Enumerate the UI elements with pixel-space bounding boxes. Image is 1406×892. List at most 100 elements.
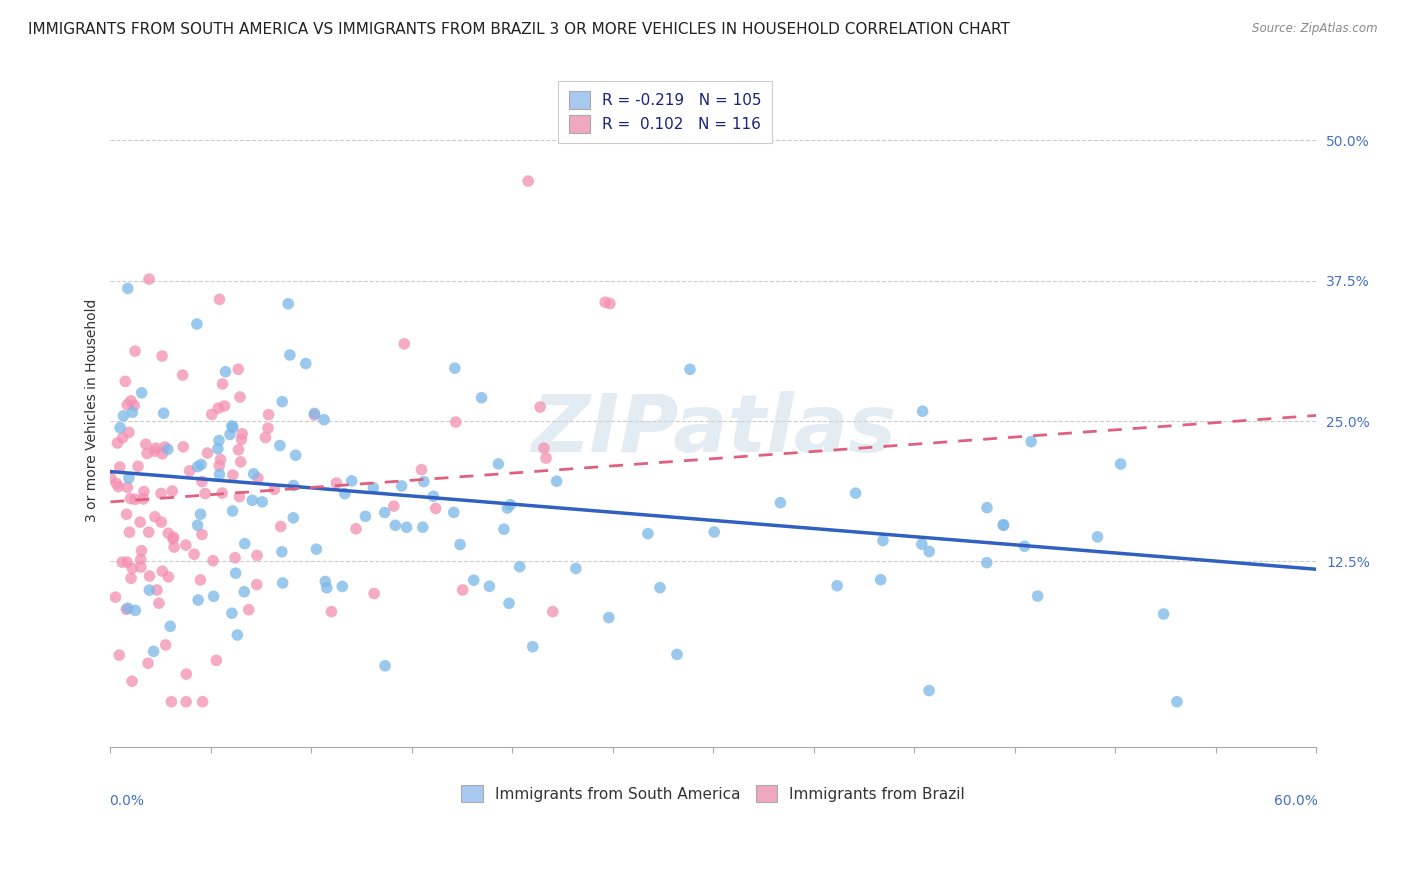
Point xyxy=(257,421,280,435)
Point xyxy=(1087,530,1109,544)
Point xyxy=(242,467,264,481)
Point xyxy=(190,573,212,587)
Text: 0.0%: 0.0% xyxy=(110,794,145,808)
Text: 60.0%: 60.0% xyxy=(1274,794,1317,808)
Point xyxy=(138,272,160,286)
Point xyxy=(384,518,406,533)
Point xyxy=(224,550,246,565)
Point xyxy=(100,471,122,485)
Point xyxy=(228,490,250,504)
Point xyxy=(107,436,129,450)
Point xyxy=(270,545,292,559)
Point xyxy=(1166,695,1188,709)
Point xyxy=(321,605,343,619)
Point xyxy=(117,601,139,615)
Point xyxy=(221,504,243,518)
Point xyxy=(143,509,166,524)
Point xyxy=(174,695,197,709)
Point xyxy=(162,483,184,498)
Point xyxy=(191,527,214,541)
Point xyxy=(391,479,413,493)
Point xyxy=(190,507,212,521)
Point xyxy=(976,500,998,515)
Point xyxy=(214,365,236,379)
Point xyxy=(124,603,146,617)
Point xyxy=(363,481,385,495)
Point xyxy=(976,556,998,570)
Point xyxy=(363,586,385,600)
Point xyxy=(108,460,131,475)
Point xyxy=(211,486,233,500)
Point xyxy=(443,505,465,519)
Point xyxy=(118,425,141,440)
Point xyxy=(444,361,467,376)
Point xyxy=(529,400,551,414)
Text: Source: ZipAtlas.com: Source: ZipAtlas.com xyxy=(1253,22,1378,36)
Point xyxy=(238,603,260,617)
Point xyxy=(478,579,501,593)
Point xyxy=(1014,539,1036,553)
Point xyxy=(278,348,301,362)
Point xyxy=(219,427,242,442)
Point xyxy=(246,471,269,485)
Point xyxy=(872,533,894,548)
Point xyxy=(229,390,252,404)
Point xyxy=(201,408,224,422)
Point xyxy=(136,656,159,670)
Point xyxy=(129,552,152,566)
Point xyxy=(304,408,326,422)
Point xyxy=(222,420,245,434)
Point xyxy=(111,555,134,569)
Point xyxy=(122,398,145,412)
Point xyxy=(374,658,396,673)
Point xyxy=(333,486,356,500)
Point xyxy=(565,561,588,575)
Point xyxy=(315,581,337,595)
Point xyxy=(271,576,294,591)
Point xyxy=(124,492,146,507)
Point xyxy=(191,475,214,489)
Point xyxy=(226,362,249,376)
Point xyxy=(118,525,141,540)
Point xyxy=(869,573,891,587)
Point xyxy=(231,433,253,447)
Point xyxy=(138,569,160,583)
Point xyxy=(214,399,236,413)
Point xyxy=(246,549,269,563)
Point xyxy=(517,174,540,188)
Point xyxy=(541,605,564,619)
Point xyxy=(283,511,305,525)
Point xyxy=(127,459,149,474)
Point xyxy=(598,610,620,624)
Point xyxy=(269,438,291,452)
Point xyxy=(486,457,509,471)
Point xyxy=(277,297,299,311)
Point xyxy=(155,638,177,652)
Point xyxy=(294,357,316,371)
Point xyxy=(208,293,231,307)
Point xyxy=(637,526,659,541)
Point xyxy=(225,566,247,581)
Point xyxy=(412,475,434,489)
Point xyxy=(911,537,934,551)
Point xyxy=(148,596,170,610)
Point xyxy=(108,648,131,662)
Point xyxy=(207,401,229,415)
Point xyxy=(1026,589,1049,603)
Point xyxy=(769,496,792,510)
Point xyxy=(156,442,179,457)
Point xyxy=(142,644,165,658)
Point xyxy=(918,683,941,698)
Point xyxy=(825,579,848,593)
Point xyxy=(194,486,217,500)
Point xyxy=(344,522,367,536)
Point xyxy=(117,281,139,295)
Point xyxy=(257,408,280,422)
Point xyxy=(231,426,253,441)
Point xyxy=(522,640,544,654)
Point xyxy=(121,674,143,689)
Point xyxy=(114,375,136,389)
Point xyxy=(111,431,134,445)
Point xyxy=(160,695,183,709)
Point xyxy=(162,530,184,544)
